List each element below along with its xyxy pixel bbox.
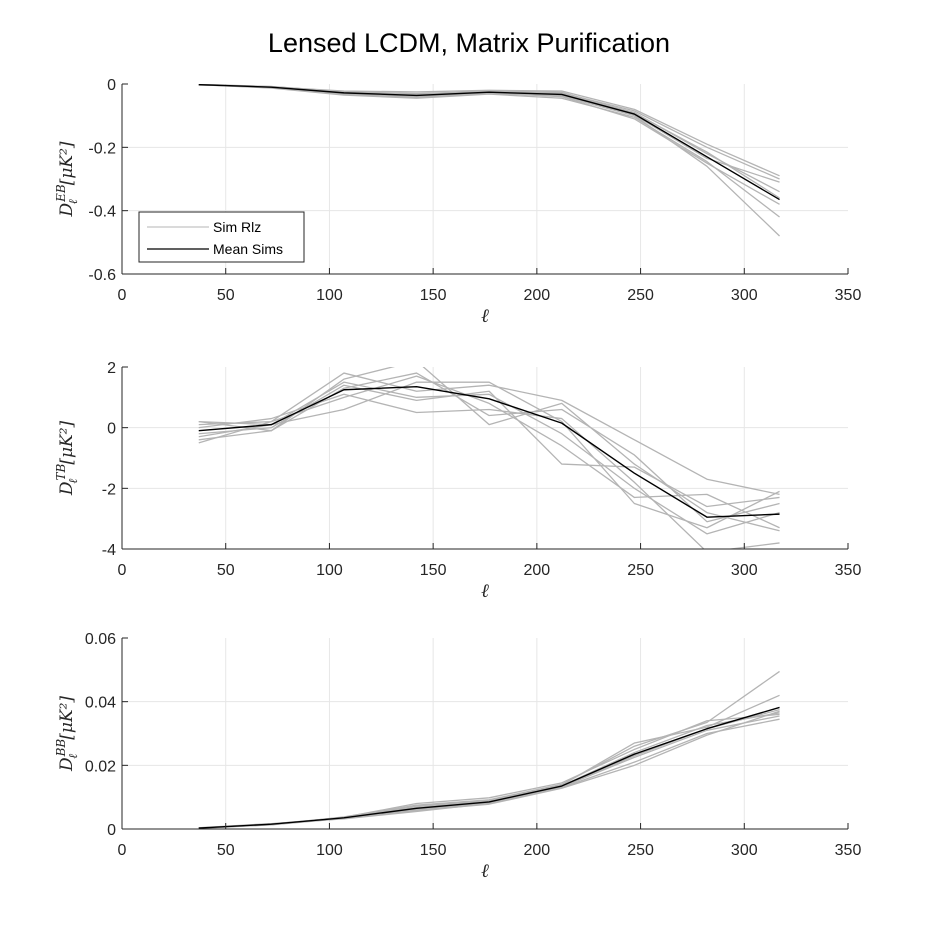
x-tick-label: 200 bbox=[524, 562, 551, 579]
x-tick-label: 100 bbox=[316, 842, 343, 859]
y-tick-label: 2 bbox=[107, 360, 116, 377]
x-tick-label: 0 bbox=[118, 842, 127, 859]
sim-rlz-line bbox=[198, 381, 780, 535]
panel-tb: 0 50 100 150 200 250 300 350 -4 -2 0 2 ℓ DTBℓ[μK²] bbox=[54, 360, 861, 602]
y-tick-label: 0 bbox=[107, 822, 116, 839]
x-tick-label: 250 bbox=[627, 287, 654, 304]
data-lines bbox=[198, 670, 780, 829]
y-tick-label: -0.4 bbox=[88, 204, 116, 221]
y-tick-label: -0.2 bbox=[88, 140, 116, 157]
y-tick-label: -0.6 bbox=[88, 267, 116, 284]
x-tick-label: 0 bbox=[118, 562, 127, 579]
x-axis-label: ℓ bbox=[481, 580, 489, 602]
sim-rlz-line bbox=[198, 381, 780, 529]
y-tick-label: 0 bbox=[107, 421, 116, 438]
plot-area bbox=[122, 638, 848, 829]
x-tick-label: 350 bbox=[835, 287, 862, 304]
mean-sims-line bbox=[198, 84, 780, 201]
x-tick-label: 50 bbox=[217, 562, 235, 579]
x-tick-label: 250 bbox=[627, 562, 654, 579]
plot-area bbox=[122, 367, 848, 549]
x-tick-label: 100 bbox=[316, 287, 343, 304]
x-tick-label: 350 bbox=[835, 562, 862, 579]
data-lines bbox=[198, 367, 780, 549]
sim-rlz-line bbox=[198, 372, 780, 496]
x-tick-label: 300 bbox=[731, 842, 758, 859]
y-tick-label: -4 bbox=[102, 542, 116, 559]
legend-box bbox=[138, 211, 305, 263]
legend-label-sim-rlz: Sim Rlz bbox=[213, 219, 261, 235]
x-tick-label: 200 bbox=[524, 842, 551, 859]
y-tick-label: 0.04 bbox=[85, 695, 116, 712]
x-tick-label: 300 bbox=[731, 562, 758, 579]
x-tick-label: 50 bbox=[217, 287, 235, 304]
y-axis-label: DEBℓ[μK²] bbox=[54, 141, 80, 217]
x-tick-label: 300 bbox=[731, 287, 758, 304]
y-axis-label: DBBℓ[μK²] bbox=[54, 696, 80, 772]
x-tick-label: 250 bbox=[627, 842, 654, 859]
x-axis-label: ℓ bbox=[481, 860, 489, 882]
panel-bb: 0 50 100 150 200 250 300 350 0 0.02 0.04 0.06 ℓ DBBℓ[… bbox=[54, 631, 861, 882]
y-tick-label: 0.02 bbox=[85, 758, 116, 775]
y-axis-label: DTBℓ[μK²] bbox=[54, 420, 80, 496]
y-tick-label: 0 bbox=[107, 77, 116, 94]
y-tick-label: -2 bbox=[102, 481, 116, 498]
legend: Sim Rlz Mean Sims bbox=[138, 211, 305, 263]
x-tick-label: 150 bbox=[420, 562, 447, 579]
sim-rlz-line bbox=[198, 84, 780, 218]
x-tick-label: 150 bbox=[420, 842, 447, 859]
x-tick-label: 0 bbox=[118, 287, 127, 304]
x-axis-label: ℓ bbox=[481, 305, 489, 327]
sim-rlz-line bbox=[198, 84, 780, 199]
x-tick-label: 150 bbox=[420, 287, 447, 304]
x-tick-label: 200 bbox=[524, 287, 551, 304]
figure-title: Lensed LCDM, Matrix Purification bbox=[268, 28, 670, 58]
x-tick-label: 100 bbox=[316, 562, 343, 579]
mean-sims-line bbox=[198, 706, 780, 829]
sim-rlz-line bbox=[198, 372, 780, 523]
x-tick-label: 350 bbox=[835, 842, 862, 859]
data-lines bbox=[198, 84, 780, 237]
y-tick-label: 0.06 bbox=[85, 631, 116, 648]
legend-label-mean-sims: Mean Sims bbox=[213, 241, 283, 257]
x-tick-label: 50 bbox=[217, 842, 235, 859]
mean-sims-line bbox=[198, 386, 780, 518]
